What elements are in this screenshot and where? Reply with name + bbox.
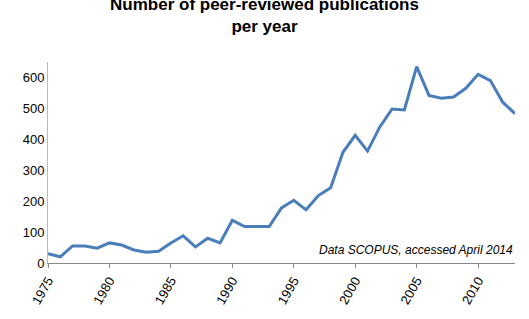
svg-text:1990: 1990 — [213, 274, 240, 307]
svg-text:2000: 2000 — [336, 274, 363, 307]
svg-text:2005: 2005 — [397, 274, 424, 307]
svg-text:300: 300 — [23, 163, 45, 178]
svg-text:0: 0 — [37, 256, 44, 271]
svg-text:100: 100 — [23, 225, 45, 240]
svg-text:200: 200 — [23, 194, 45, 209]
svg-text:Number of peer-reviewed public: Number of peer-reviewed publicationsper … — [110, 0, 419, 36]
svg-text:1995: 1995 — [275, 274, 302, 307]
svg-text:500: 500 — [23, 101, 45, 116]
svg-text:1975: 1975 — [29, 274, 56, 307]
svg-text:2010: 2010 — [459, 274, 486, 307]
svg-text:400: 400 — [23, 132, 45, 147]
svg-text:1985: 1985 — [152, 274, 179, 307]
svg-text:1980: 1980 — [90, 274, 117, 307]
svg-text:Data SCOPUS, accessed April 20: Data SCOPUS, accessed April 2014 — [319, 243, 513, 257]
svg-text:600: 600 — [23, 70, 45, 85]
